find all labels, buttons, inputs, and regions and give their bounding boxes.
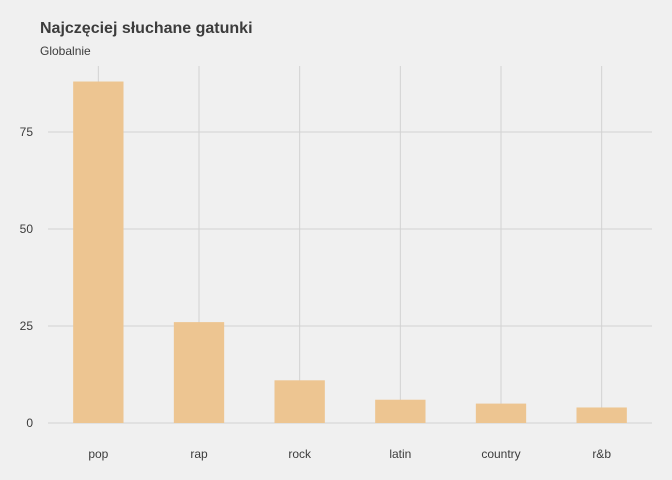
bar-rb: [576, 407, 627, 423]
chart-subtitle: Globalnie: [40, 44, 91, 58]
x-tick-label: latin: [389, 447, 411, 461]
bar-country: [475, 403, 527, 423]
gridlines: [48, 66, 652, 424]
x-axis-ticks: pop rap rock latin country r&b: [88, 447, 611, 461]
x-tick-label: country: [481, 447, 520, 461]
y-tick-label: 75: [20, 125, 34, 139]
bar-latin: [375, 399, 426, 423]
y-tick-label: 25: [20, 319, 34, 333]
y-tick-label: 50: [20, 222, 34, 236]
chart-title: Najczęciej słuchane gatunki: [40, 20, 253, 37]
x-tick-label: r&b: [592, 447, 611, 461]
bar-rock: [274, 380, 325, 423]
x-tick-label: rap: [190, 447, 208, 461]
y-tick-label: 0: [26, 416, 33, 430]
x-tick-label: rock: [288, 447, 312, 461]
y-axis-ticks: 0 25 50 75: [20, 125, 34, 430]
x-tick-label: pop: [88, 447, 108, 461]
bar-rap: [173, 322, 225, 423]
bars: [73, 81, 627, 424]
bar-pop: [73, 81, 124, 424]
